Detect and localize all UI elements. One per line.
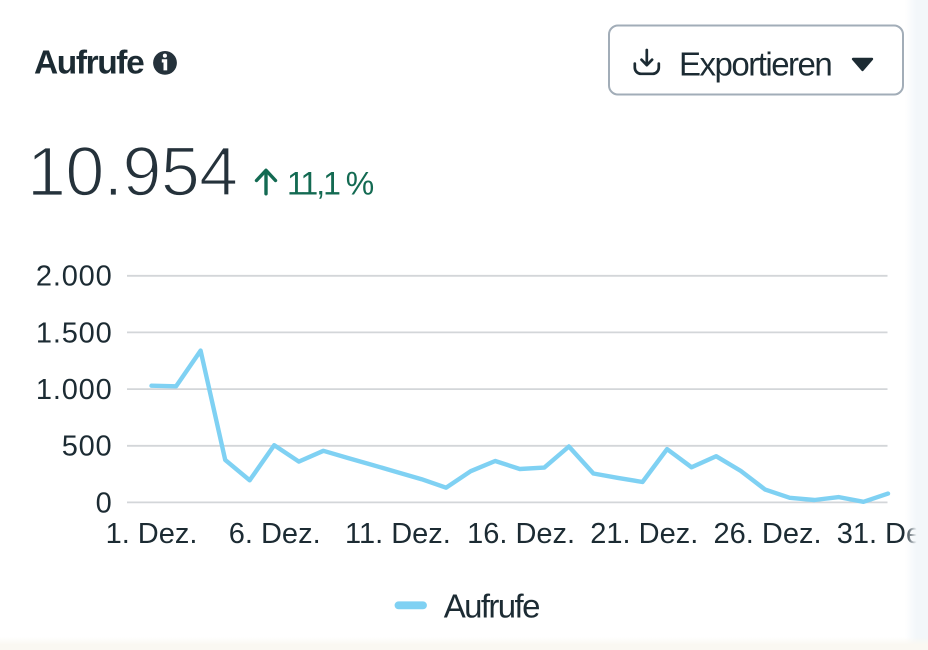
svg-text:10.954: 10.954	[27, 133, 238, 211]
svg-text:26. Dez.: 26. Dez.	[714, 518, 822, 550]
svg-text:11,1 %: 11,1 %	[287, 165, 374, 201]
svg-text:Aufrufe: Aufrufe	[444, 588, 539, 625]
svg-text:21. Dez.: 21. Dez.	[590, 518, 698, 550]
svg-text:2.000: 2.000	[36, 261, 113, 293]
svg-text:1.000: 1.000	[36, 374, 113, 406]
svg-text:1.500: 1.500	[36, 317, 113, 349]
svg-text:Aufrufe: Aufrufe	[34, 45, 144, 82]
svg-text:Exportieren: Exportieren	[679, 45, 831, 82]
svg-text:16. Dez.: 16. Dez.	[467, 518, 575, 550]
svg-text:1. Dez.: 1. Dez.	[106, 518, 198, 550]
svg-text:500: 500	[62, 431, 113, 463]
svg-text:6. Dez.: 6. Dez.	[229, 518, 321, 550]
svg-text:11. Dez.: 11. Dez.	[345, 518, 451, 550]
svg-text:0: 0	[96, 487, 113, 519]
